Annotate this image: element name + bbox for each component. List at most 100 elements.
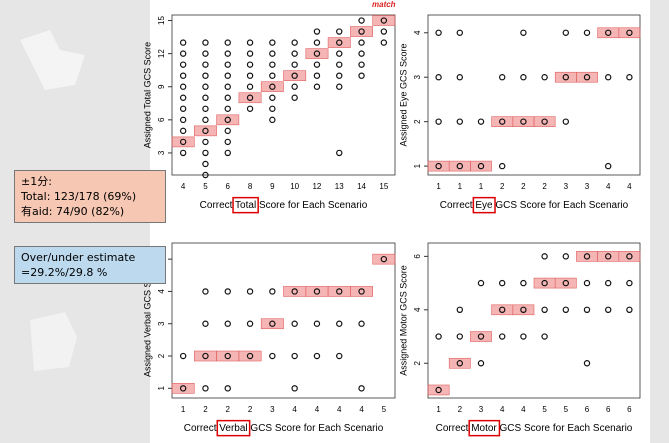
point bbox=[562, 253, 570, 260]
point bbox=[499, 279, 506, 287]
point bbox=[477, 279, 485, 287]
plot-background bbox=[150, 0, 650, 443]
plot-frame bbox=[427, 14, 641, 176]
point bbox=[313, 28, 321, 35]
y-tick-label: 9 bbox=[157, 84, 166, 89]
point bbox=[358, 288, 365, 295]
point bbox=[605, 306, 612, 314]
point bbox=[291, 83, 298, 90]
correct-highlight bbox=[618, 27, 641, 39]
point bbox=[202, 83, 209, 90]
y-tick-label: 6 bbox=[413, 254, 422, 259]
point bbox=[336, 149, 343, 157]
point bbox=[246, 61, 254, 68]
point bbox=[583, 360, 591, 367]
correct-highlight bbox=[171, 136, 195, 148]
point bbox=[179, 72, 187, 79]
x-tick-label: 3 bbox=[585, 182, 590, 191]
x-tick-label: 2 bbox=[458, 405, 463, 414]
point bbox=[583, 29, 591, 36]
point bbox=[224, 127, 231, 135]
point bbox=[435, 74, 442, 81]
point bbox=[562, 118, 570, 125]
x-tick-label: 3 bbox=[564, 182, 569, 191]
point bbox=[224, 61, 231, 68]
x-tick-label: 5 bbox=[382, 405, 387, 414]
x-tick-label: 15 bbox=[379, 182, 388, 191]
point bbox=[269, 352, 276, 360]
x-tick-label: 6 bbox=[585, 405, 590, 414]
point bbox=[358, 39, 365, 46]
point bbox=[313, 39, 321, 46]
point bbox=[605, 279, 612, 287]
x-axis-label-part: Motor bbox=[471, 423, 497, 434]
point bbox=[269, 116, 276, 124]
x-axis-label-part: GCS Score for Each Scenario bbox=[248, 423, 384, 434]
point bbox=[336, 28, 343, 35]
point bbox=[605, 29, 612, 36]
point bbox=[179, 61, 187, 68]
point bbox=[224, 94, 231, 101]
point bbox=[179, 127, 187, 135]
point bbox=[456, 162, 463, 170]
estimate-box: Over/under estimate =29.2%/29.8 % bbox=[14, 246, 166, 284]
key-box bbox=[472, 196, 496, 214]
point bbox=[224, 50, 231, 57]
point bbox=[291, 50, 298, 57]
x-tick-label: 8 bbox=[248, 182, 253, 191]
point bbox=[246, 94, 254, 101]
point bbox=[499, 74, 506, 81]
y-tick-label: 12 bbox=[157, 49, 166, 58]
point bbox=[605, 253, 612, 260]
point bbox=[202, 288, 209, 295]
y-tick-label: 2 bbox=[413, 360, 422, 365]
point bbox=[435, 333, 442, 340]
point bbox=[435, 162, 442, 170]
correct-highlight bbox=[554, 71, 577, 83]
key-box bbox=[216, 419, 251, 437]
x-tick-label: 5 bbox=[542, 405, 547, 414]
point bbox=[456, 74, 463, 81]
point bbox=[179, 39, 187, 46]
point bbox=[358, 320, 365, 327]
y-tick-label: 1 bbox=[157, 386, 166, 391]
correct-highlight bbox=[350, 286, 373, 297]
x-axis-label-part: Correct bbox=[184, 423, 220, 434]
point bbox=[336, 50, 343, 57]
y-tick-label: 2 bbox=[413, 119, 422, 124]
correct-highlight bbox=[216, 114, 240, 126]
point bbox=[313, 288, 321, 295]
point bbox=[336, 39, 343, 46]
correct-highlight bbox=[305, 286, 329, 297]
x-axis-label: Correct Eye GCS Score for Each Scenario bbox=[440, 200, 629, 211]
x-tick-label: 9 bbox=[270, 182, 275, 191]
point bbox=[583, 74, 591, 81]
point bbox=[202, 127, 209, 135]
point bbox=[313, 72, 321, 79]
x-axis-label-part: Verbal bbox=[219, 423, 247, 434]
point bbox=[358, 385, 365, 392]
point bbox=[336, 72, 343, 79]
y-tick-label: 2 bbox=[157, 353, 166, 358]
box-line: ±1分: bbox=[21, 175, 52, 188]
point bbox=[269, 288, 276, 295]
correct-highlight bbox=[597, 251, 620, 262]
correct-highlight bbox=[372, 15, 396, 26]
key-box bbox=[232, 196, 259, 214]
point bbox=[358, 50, 365, 57]
correct-highlight bbox=[372, 253, 396, 265]
x-tick-label: 2 bbox=[500, 182, 505, 191]
point bbox=[499, 306, 506, 314]
correct-highlight bbox=[427, 160, 450, 172]
point bbox=[291, 352, 298, 360]
point bbox=[224, 385, 231, 392]
point bbox=[499, 333, 506, 340]
point bbox=[269, 105, 276, 112]
point bbox=[179, 385, 187, 392]
point bbox=[358, 17, 365, 24]
correct-highlight bbox=[194, 125, 217, 137]
point bbox=[541, 333, 548, 340]
point bbox=[202, 320, 209, 327]
x-tick-label: 4 bbox=[627, 182, 632, 191]
